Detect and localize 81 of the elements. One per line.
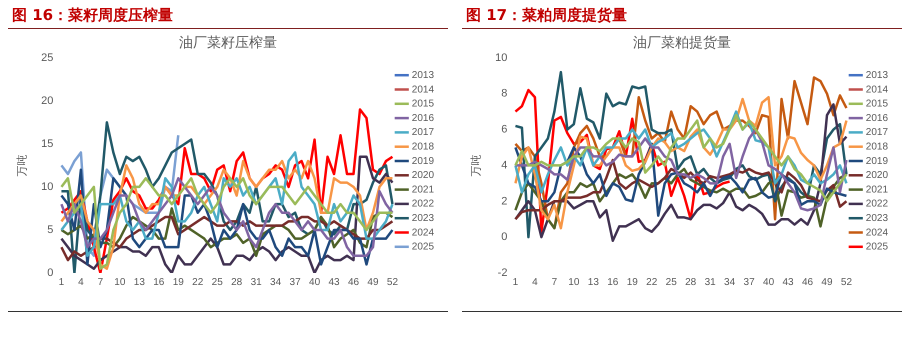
x-tick-label: 52 — [840, 276, 852, 288]
y-tick-label: 4 — [501, 159, 508, 172]
legend-label: 2019 — [412, 156, 434, 167]
x-tick-label: 22 — [646, 276, 658, 288]
chart-title: 油厂菜粕提货量 — [633, 35, 731, 52]
y-axis-title: 万吨 — [16, 154, 29, 176]
x-tick-label: 19 — [626, 276, 638, 288]
x-tick-label: 34 — [724, 276, 736, 288]
y-tick-label: 10 — [41, 180, 54, 193]
caption: 图 17：菜粕周度提货量 — [462, 4, 902, 29]
y-tick-label: 0 — [501, 231, 508, 244]
x-tick-label: 7 — [552, 276, 558, 288]
legend-label: 2019 — [866, 156, 888, 167]
legend-label: 2016 — [866, 112, 888, 124]
legend-label: 2017 — [412, 127, 434, 138]
x-tick-label: 10 — [568, 276, 580, 288]
x-tick-label: 52 — [386, 276, 398, 288]
legend-label: 2020 — [412, 170, 434, 182]
x-tick-label: 40 — [763, 276, 775, 288]
legend-label: 2022 — [412, 198, 434, 210]
y-tick-label: 6 — [501, 124, 508, 136]
x-tick-label: 28 — [231, 276, 243, 288]
legend-label: 2013 — [412, 70, 434, 81]
x-tick-label: 4 — [78, 276, 84, 288]
legend-label: 2025 — [866, 242, 888, 253]
x-tick-label: 43 — [782, 276, 794, 288]
x-tick-label: 31 — [704, 276, 716, 288]
x-tick-label: 49 — [367, 276, 379, 288]
x-tick-label: 7 — [98, 276, 104, 288]
x-tick-label: 46 — [348, 276, 360, 288]
x-tick-label: 22 — [192, 276, 204, 288]
legend-label: 2015 — [866, 98, 888, 110]
x-tick-label: 46 — [802, 276, 814, 288]
legend-label: 2022 — [866, 198, 888, 210]
legend-label: 2018 — [866, 141, 888, 152]
legend-label: 2023 — [412, 212, 434, 224]
y-tick-label: 10 — [495, 52, 508, 64]
legend-label: 2017 — [866, 127, 888, 138]
x-tick-label: 25 — [666, 276, 678, 288]
y-tick-label: 0 — [47, 267, 54, 280]
y-axis-title: 万吨 — [470, 154, 483, 176]
caption: 图 16：菜籽周度压榨量 — [8, 4, 448, 29]
x-tick-label: 31 — [250, 276, 262, 288]
legend-label: 2021 — [412, 184, 434, 196]
x-tick-label: 13 — [588, 276, 600, 288]
x-tick-label: 1 — [58, 276, 65, 288]
legend-label: 2024 — [866, 227, 888, 238]
x-tick-label: 4 — [532, 276, 538, 288]
x-tick-label: 43 — [328, 276, 340, 288]
legend-label: 2014 — [866, 84, 888, 96]
x-tick-label: 37 — [744, 276, 756, 288]
y-tick-label: 5 — [47, 224, 54, 236]
legend-label: 2013 — [866, 70, 888, 81]
x-tick-label: 13 — [134, 276, 146, 288]
x-tick-label: 49 — [821, 276, 833, 288]
chart-title: 油厂菜籽压榨量 — [179, 35, 277, 52]
legend-label: 2015 — [412, 98, 434, 110]
legend-label: 2024 — [412, 227, 434, 238]
legend-label: 2023 — [866, 212, 888, 224]
x-tick-label: 16 — [607, 276, 619, 288]
x-tick-label: 37 — [290, 276, 302, 288]
x-tick-label: 28 — [685, 276, 697, 288]
legend-label: 2020 — [866, 170, 888, 182]
y-tick-label: 25 — [41, 52, 54, 64]
x-tick-label: 19 — [172, 276, 184, 288]
x-tick-label: 1 — [512, 276, 519, 288]
y-tick-label: 20 — [41, 94, 54, 107]
x-tick-label: 34 — [270, 276, 282, 288]
y-tick-label: 8 — [501, 88, 508, 100]
x-tick-label: 25 — [212, 276, 224, 288]
y-tick-label: 2 — [501, 195, 508, 208]
legend-label: 2014 — [412, 84, 434, 96]
y-tick-label: 15 — [41, 138, 54, 150]
x-tick-label: 10 — [114, 276, 126, 288]
y-tick-label: -2 — [498, 267, 508, 280]
legend-label: 2016 — [412, 112, 434, 124]
x-tick-label: 16 — [153, 276, 165, 288]
legend-label: 2021 — [866, 184, 888, 196]
legend-label: 2018 — [412, 141, 434, 152]
x-tick-label: 40 — [309, 276, 321, 288]
legend-label: 2025 — [412, 242, 434, 253]
